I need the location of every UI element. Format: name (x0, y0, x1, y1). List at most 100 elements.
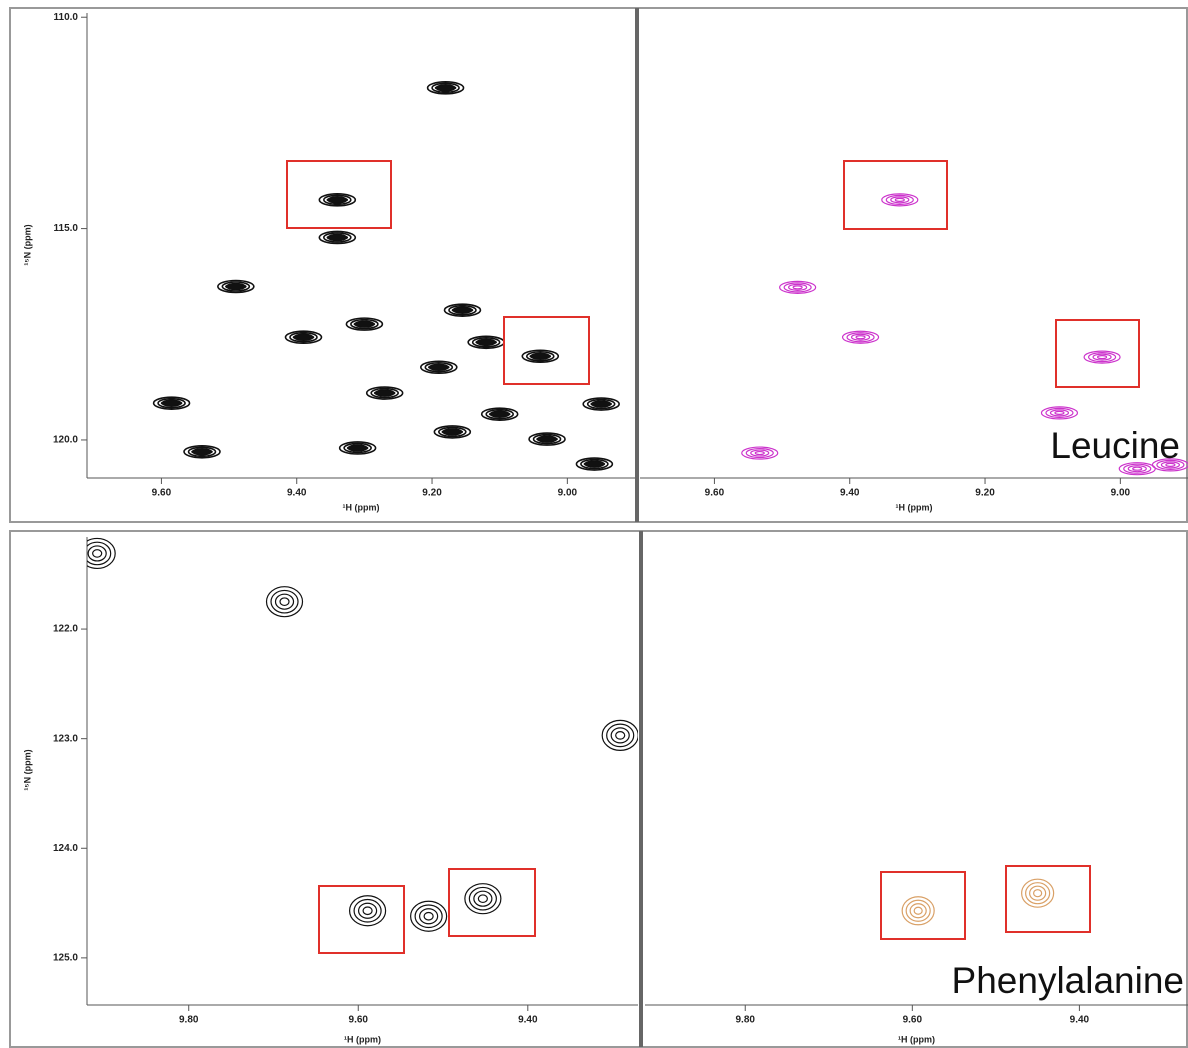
x-axis-label: ¹H (ppm) (898, 1034, 935, 1044)
peak (348, 895, 387, 927)
contour (606, 723, 635, 748)
peak-core (488, 411, 511, 418)
contour (152, 396, 191, 410)
contour (1045, 407, 1074, 418)
peak (318, 193, 357, 207)
plot-area (901, 878, 1055, 926)
peak (467, 335, 505, 350)
contour (92, 549, 103, 558)
peak (318, 230, 357, 245)
contour (87, 545, 107, 562)
contour (431, 82, 460, 94)
x-tick-label: 9.20 (422, 488, 442, 499)
highlight-box (1005, 865, 1091, 933)
contour (357, 902, 378, 919)
highlight-box (286, 160, 392, 229)
contour (841, 330, 880, 344)
contour (414, 904, 443, 929)
contour (318, 193, 357, 207)
contour (362, 906, 373, 916)
contour (610, 727, 630, 744)
peak (426, 81, 465, 95)
contour (187, 446, 217, 458)
contour (270, 589, 299, 614)
contour (1049, 409, 1070, 417)
peak (152, 396, 191, 410)
contour (1151, 458, 1188, 472)
x-tick-label: 9.60 (903, 1015, 923, 1026)
peak (582, 397, 620, 411)
peak (480, 407, 519, 421)
contour (217, 279, 255, 294)
plot-area (87, 537, 638, 932)
contour (532, 433, 562, 445)
peak-core (326, 196, 349, 203)
x-tick-label: 9.40 (287, 488, 307, 499)
x-tick-label: 9.20 (975, 488, 995, 499)
contour (1127, 465, 1147, 473)
contour (582, 397, 620, 411)
contour (528, 432, 566, 446)
contour (338, 441, 377, 455)
peak (1083, 350, 1121, 364)
contour (1160, 461, 1181, 469)
peak-core (373, 390, 396, 397)
contour (1165, 462, 1176, 467)
x-axis-label: ¹H (ppm) (896, 502, 933, 512)
contour (890, 196, 910, 204)
contour (323, 194, 352, 206)
y-tick-label: 124.0 (53, 843, 78, 854)
highlight-box (1055, 319, 1140, 388)
y-tick-label: 123.0 (53, 733, 78, 744)
peak-core (434, 84, 457, 91)
panel: 9.60 9.40 9.20 9.00 ¹H (ppm) 110.0 115.0 120.0 ¹… (22, 12, 635, 512)
top-frame (9, 7, 1188, 523)
contour (426, 81, 465, 95)
y-tick-label: 120.0 (53, 435, 78, 446)
x-tick-label: 9.40 (1070, 1015, 1090, 1026)
highlight-box (843, 160, 948, 230)
y-tick-label: 115.0 (54, 223, 79, 234)
contour (157, 397, 186, 409)
contour (1092, 353, 1112, 361)
peak-core (475, 339, 497, 346)
peak-core (292, 334, 315, 341)
contour (87, 537, 116, 570)
peak-core (590, 401, 612, 408)
contour (905, 899, 931, 922)
x-tick-label: 9.80 (179, 1015, 199, 1026)
contour (601, 719, 638, 751)
contour (464, 883, 502, 915)
y-tick-label: 122.0 (53, 624, 78, 635)
contour (745, 447, 774, 459)
contour (575, 457, 614, 471)
contour (274, 593, 295, 610)
annotation: Phenylalanine (952, 960, 1184, 1001)
contour (855, 335, 866, 340)
annotation: Leucine (1050, 425, 1180, 466)
peak (841, 330, 880, 344)
x-tick-label: 9.00 (1111, 488, 1131, 499)
peak-core (583, 461, 606, 468)
contour (788, 283, 808, 291)
contour (525, 350, 555, 362)
contour (850, 333, 871, 341)
contour (901, 896, 935, 926)
contour (370, 387, 399, 399)
peak (183, 444, 221, 459)
contour (754, 450, 765, 456)
x-tick-label: 9.60 (152, 488, 172, 499)
contour (1054, 410, 1065, 415)
y-axis-label: ¹⁵N (ppm) (22, 749, 32, 790)
x-tick-label: 9.60 (705, 488, 725, 499)
contour (615, 731, 626, 740)
peak (443, 303, 482, 317)
contour (1021, 878, 1055, 908)
contour (345, 317, 384, 331)
highlight-box (448, 868, 536, 937)
contour (350, 318, 379, 330)
plot-area (152, 81, 620, 471)
contour (419, 908, 439, 925)
contour (521, 349, 560, 364)
